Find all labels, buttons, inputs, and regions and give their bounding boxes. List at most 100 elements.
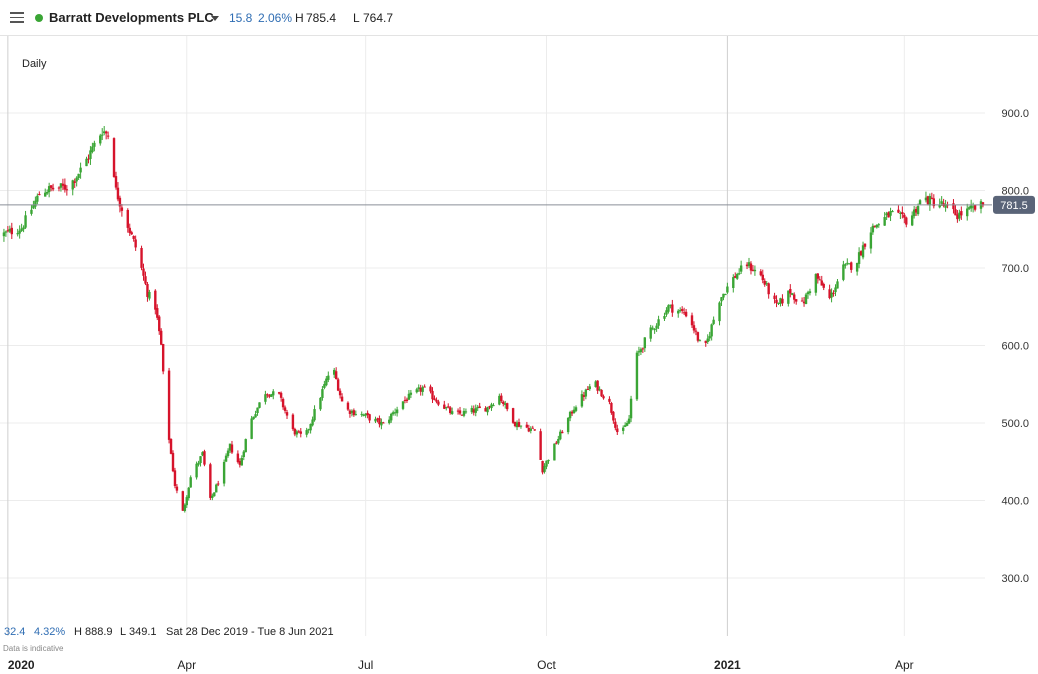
candle-body [299,431,302,434]
candle-body [718,302,721,322]
candle-body [390,413,393,421]
candle-body [24,215,27,228]
candle-body [559,431,562,440]
candle-body [649,327,652,339]
x-tick-label: 2021 [714,658,741,672]
candle-body [637,351,641,353]
candle-body [492,405,495,407]
candle-body [614,421,617,428]
candle-body [47,186,51,193]
candle-body [460,414,464,416]
candle-body [106,135,110,137]
candle-body [217,483,220,485]
candle-body [407,393,411,400]
candle-body [222,461,226,484]
candle-body [226,450,230,457]
hamburger-menu-icon[interactable] [10,12,24,23]
candle-body [309,424,312,431]
candle-body [869,232,873,249]
candle-body [794,299,798,302]
candle-body [126,209,129,228]
candle-body [928,195,932,206]
candle-body [657,319,660,326]
candle-body [555,442,558,444]
candle-body [515,422,519,428]
candle-body [616,428,619,433]
candle-body [857,252,861,264]
candle-body [75,177,78,182]
candle-body [682,312,686,314]
candle-body [706,338,709,342]
candle-body [140,247,143,268]
candle-body [710,324,713,337]
candle-body [336,379,340,391]
candle-body [684,311,688,317]
candle-body [844,264,847,266]
candle-body [875,224,878,228]
candle-body [421,387,424,392]
candle-body [334,371,338,379]
candle-body [834,287,837,293]
candle-body [470,408,474,413]
candle-body [6,230,10,232]
candle-body [34,200,37,207]
candle-body [570,411,574,414]
y-tick-label: 900.0 [1001,108,1029,120]
candle-body [132,236,135,239]
candle-body [244,439,247,453]
price-chart[interactable]: 300.0 400.0 500.0 600.0 700.0 800.0 900.0 2020 A… [0,36,1038,674]
candle-body [456,410,460,412]
instrument-name[interactable]: Barratt Developments PLC [49,10,214,25]
candle-body [38,193,41,196]
candle-body [910,215,914,226]
candle-body [254,414,257,418]
candle-body [580,394,584,407]
candle-body [897,209,900,213]
candle-body [89,150,92,159]
candle-body [201,452,204,456]
candle-body [891,211,894,213]
candle-body [18,230,21,234]
candle-body [848,263,851,265]
candle-body [173,470,177,487]
candle-body [527,427,531,432]
candle-body [36,195,39,202]
candle-body [517,422,521,427]
candle-body [952,203,955,210]
candle-body [655,325,658,329]
candle-body [671,304,674,313]
header-high-value: 785.4 [306,11,337,25]
x-tick-label: Jul [358,658,373,672]
candle-body [99,135,102,144]
candle-body [832,292,835,294]
candle-body [802,301,806,304]
candle-body [787,290,790,304]
candle-body [236,453,240,463]
candle-body [4,231,8,233]
candle-body [745,264,749,267]
chevron-down-icon[interactable] [211,16,219,21]
candle-body [307,429,310,431]
candle-body [203,451,206,465]
candle-body [956,214,959,220]
candle-body [500,395,503,402]
candle-body [621,427,625,431]
candle-body [305,430,308,435]
candle-body [712,319,715,324]
candle-body [586,388,590,390]
header-low-value: 764.7 [363,11,394,25]
range-change-percent: 4.32% [34,626,66,638]
chart-interval[interactable]: Daily [22,58,47,70]
candle-body [291,414,295,430]
candle-body [374,418,377,422]
candle-body [533,429,536,431]
candle-body [187,487,190,499]
candle-body [781,298,784,304]
candle-body [474,408,477,413]
candle-body [940,201,943,204]
candle-body [325,378,328,386]
candle-body [380,421,383,426]
candle-body [272,391,275,396]
candle-body [415,389,418,393]
candle-body [45,192,49,194]
